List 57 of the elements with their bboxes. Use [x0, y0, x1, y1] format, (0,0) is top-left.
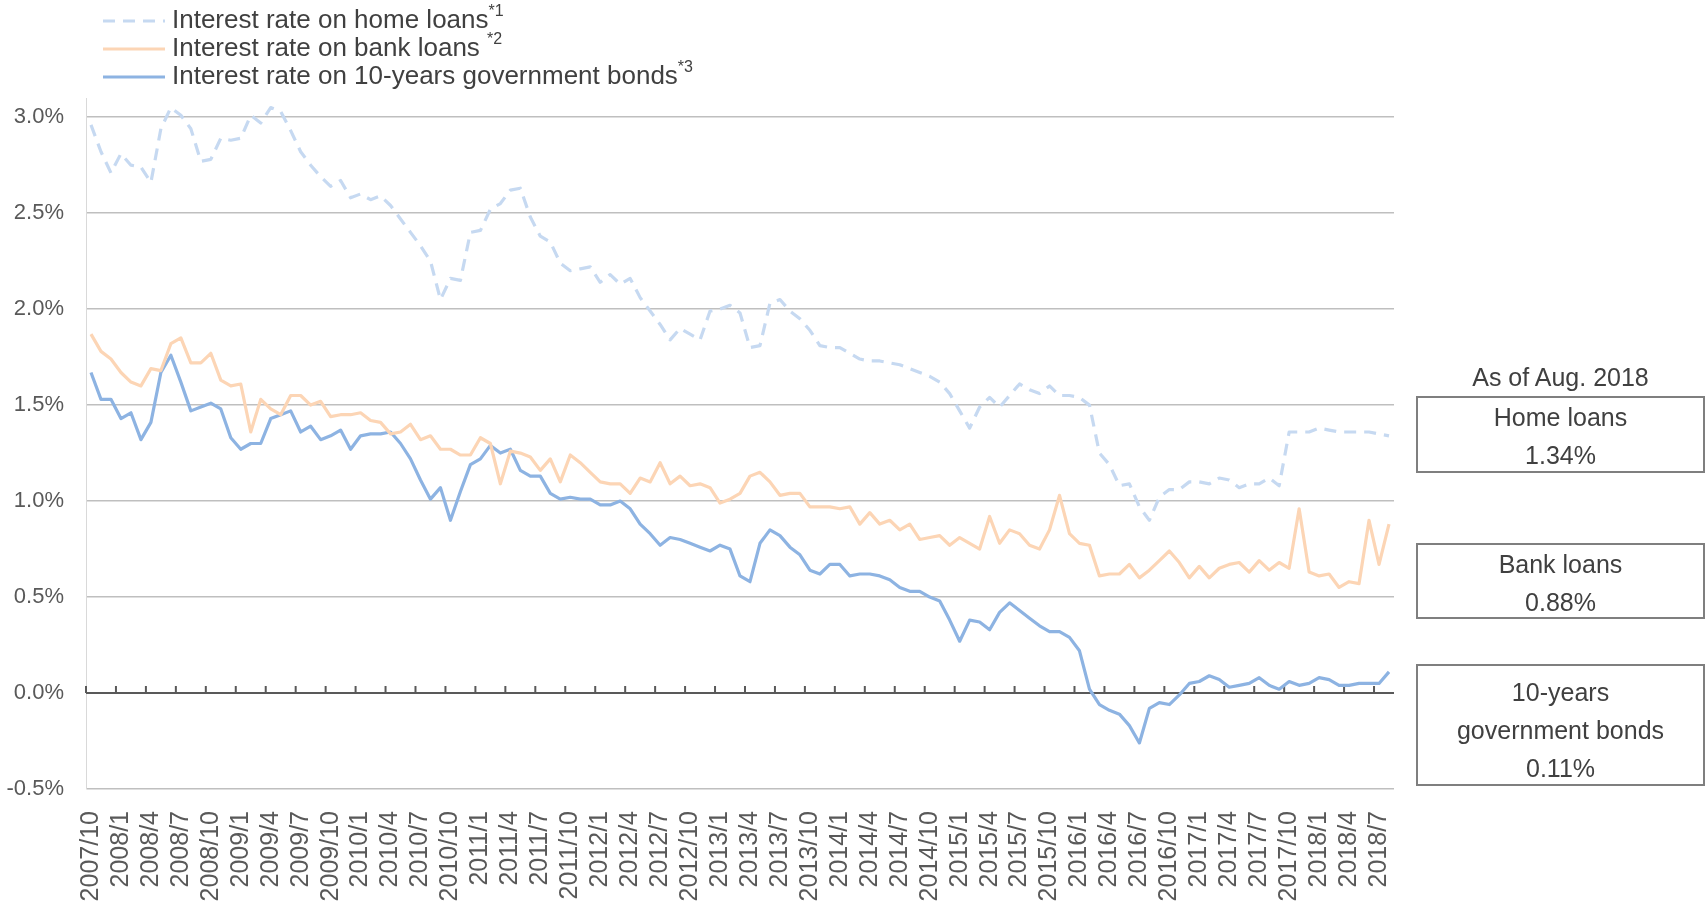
x-tick-label: 2009/4 [254, 810, 283, 888]
y-tick-label: 3.0% [13, 103, 64, 129]
x-tick-label: 2011/1 [464, 811, 493, 886]
x-tick-label: 2007/10 [74, 811, 103, 902]
x-tick-label: 2016/1 [1063, 811, 1092, 888]
x-tick-label: 2012/4 [614, 810, 643, 888]
y-tick-label: -0.5% [6, 775, 64, 801]
text-box: Bank loans 0.88% [1416, 543, 1705, 619]
x-tick-label: 2018/1 [1303, 811, 1332, 888]
x-tick-label: 2017/7 [1243, 811, 1272, 888]
x-tick-label: 2012/1 [584, 811, 613, 888]
x-tick-label: 2008/7 [164, 811, 193, 888]
x-tick-label: 2013/7 [763, 811, 792, 888]
y-tick-label: 1.0% [13, 487, 64, 513]
y-tick-label: 0.5% [13, 583, 64, 609]
x-tick-label: 2012/10 [673, 811, 702, 902]
text-box: Home loans 1.34% [1416, 396, 1705, 473]
x-tick-label: 2009/1 [224, 811, 253, 888]
x-tick-label: 2016/10 [1153, 811, 1182, 902]
x-tick-label: 2014/10 [913, 811, 942, 902]
x-tick-label: 2016/4 [1093, 810, 1122, 888]
x-tick-label: 2010/10 [434, 811, 463, 902]
x-tick-label: 2013/1 [703, 811, 732, 888]
x-tick-label: 2011/10 [554, 811, 583, 900]
x-tick-label: 2010/4 [374, 810, 403, 888]
x-tick-label: 2015/10 [1033, 811, 1062, 902]
x-tick-label: 2017/10 [1273, 811, 1302, 902]
x-tick-label: 2018/4 [1332, 810, 1361, 888]
x-tick-label: 2015/4 [973, 810, 1002, 888]
text-box: 10-years government bonds 0.11% [1416, 664, 1705, 786]
x-tick-label: 2013/4 [733, 810, 762, 888]
x-tick-label: 2010/7 [404, 811, 433, 888]
y-tick-label: 0.0% [13, 679, 64, 705]
x-tick-label: 2009/10 [314, 811, 343, 902]
y-tick-label: 1.5% [13, 391, 64, 417]
y-tick-label: 2.0% [13, 295, 64, 321]
x-tick-label: 2014/4 [853, 810, 882, 888]
x-tick-label: 2014/1 [823, 811, 852, 888]
x-tick-label: 2013/10 [793, 811, 822, 902]
x-tick-label: 2015/1 [943, 811, 972, 888]
x-tick-label: 2011/7 [524, 811, 553, 886]
x-tick-label: 2018/7 [1362, 811, 1391, 888]
x-tick-label: 2008/10 [194, 811, 223, 902]
x-tick-label: 2012/7 [644, 811, 673, 888]
y-tick-label: 2.5% [13, 199, 64, 225]
x-tick-label: 2015/7 [1003, 811, 1032, 888]
x-tick-label: 2010/1 [344, 811, 373, 888]
x-tick-label: 2014/7 [883, 811, 912, 888]
text: As of Aug. 2018 [1472, 363, 1649, 391]
x-tick-label: 2008/4 [134, 810, 163, 888]
x-tick-label: 2016/7 [1123, 811, 1152, 888]
x-tick-label: 2009/7 [284, 811, 313, 888]
x-tick-label: 2017/1 [1183, 811, 1212, 888]
x-tick-label: 2008/1 [104, 811, 133, 888]
x-tick-label: 2011/4 [494, 810, 523, 886]
x-tick-label: 2017/4 [1213, 810, 1242, 888]
line-series [89, 106, 1391, 522]
